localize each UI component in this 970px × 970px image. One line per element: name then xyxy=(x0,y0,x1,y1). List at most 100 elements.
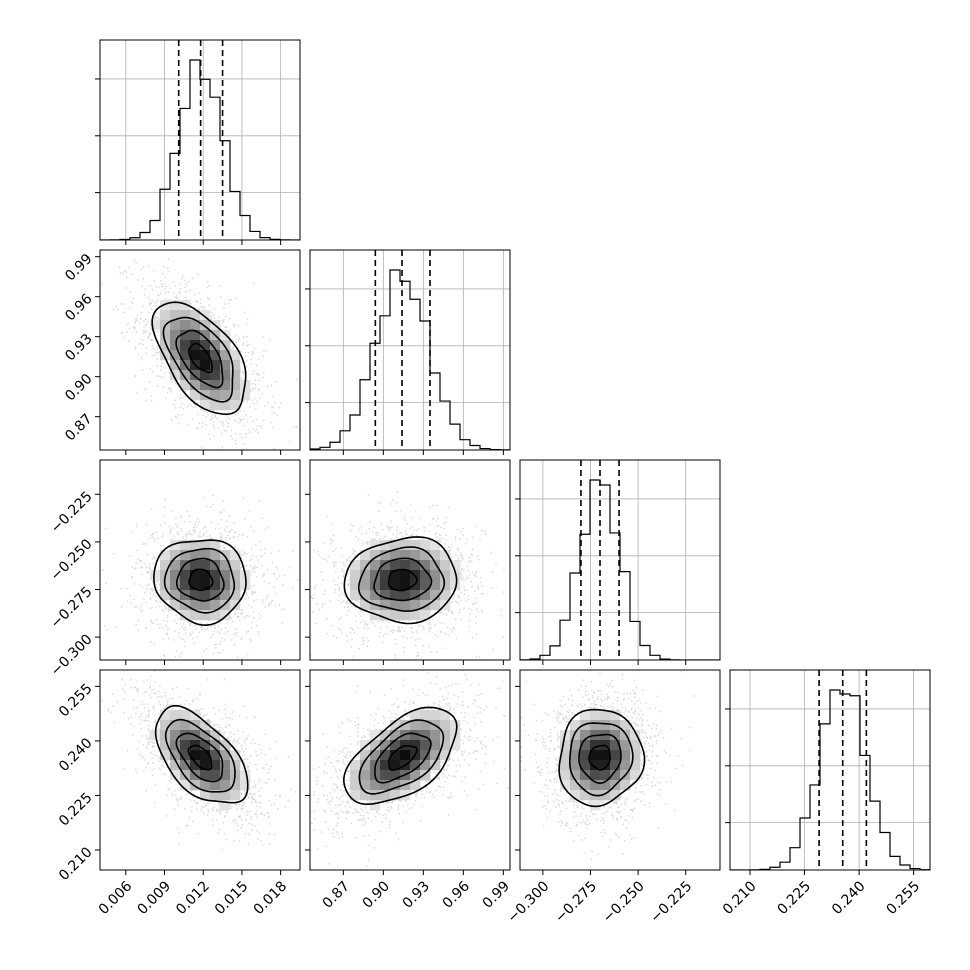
density-cell xyxy=(380,780,391,791)
density-cell xyxy=(200,760,211,771)
density-cell xyxy=(170,570,181,581)
density-cell xyxy=(400,580,411,591)
density-cell xyxy=(380,750,391,761)
density-cell xyxy=(210,400,221,411)
panel-3-2 xyxy=(515,669,721,875)
density-cell xyxy=(170,360,181,371)
density-cell xyxy=(160,740,171,751)
y-tick-label-1-1: 0.90 xyxy=(62,371,95,404)
density-cell xyxy=(160,310,171,321)
density-cell xyxy=(200,320,211,331)
density-cell xyxy=(580,780,591,791)
x-tick-label-0-2: 0.012 xyxy=(173,878,213,918)
y-tick-label-3-3: 0.255 xyxy=(56,681,96,721)
contour-3-0-3 xyxy=(154,704,249,804)
density-cell xyxy=(220,800,231,811)
density-cell xyxy=(350,790,361,801)
density-cell xyxy=(200,770,211,781)
density-cell xyxy=(390,540,401,551)
density-cell xyxy=(200,400,211,411)
density-cell xyxy=(430,730,441,741)
contour-1-0-2 xyxy=(162,316,234,403)
density-cell xyxy=(360,760,371,771)
density-cell xyxy=(450,740,461,751)
density-cell xyxy=(350,590,361,601)
density-cell xyxy=(190,590,201,601)
density-cell xyxy=(370,580,381,591)
density-cell xyxy=(170,590,181,601)
density-cell xyxy=(190,340,201,351)
density-cell xyxy=(440,560,451,571)
density-cell xyxy=(180,320,191,331)
scatter-points-3-2 xyxy=(520,671,695,860)
density-cell xyxy=(370,780,381,791)
density-cell xyxy=(200,780,211,791)
density-cell xyxy=(410,740,421,751)
density-cell xyxy=(360,770,371,781)
density-cell xyxy=(630,760,641,771)
density-cell xyxy=(410,550,421,561)
histogram-2 xyxy=(520,479,720,660)
density-cell xyxy=(430,760,441,771)
density-cell xyxy=(170,750,181,761)
density-cell xyxy=(440,590,451,601)
density-cell xyxy=(420,720,431,731)
density-cell xyxy=(580,770,591,781)
density-cell xyxy=(220,580,231,591)
density-cell xyxy=(180,730,191,741)
x-tick-label-0-4: 0.018 xyxy=(251,878,291,918)
density-cell xyxy=(190,550,201,561)
density-cell xyxy=(380,770,391,781)
contour-1-0-0 xyxy=(188,342,214,374)
panel-3-1 xyxy=(305,669,511,875)
panel-frame xyxy=(309,459,511,661)
y-tick-label-1-3: 0.96 xyxy=(62,291,95,324)
density-cell xyxy=(230,590,241,601)
density-cell xyxy=(180,380,191,391)
density-cell xyxy=(170,710,181,721)
density-cell xyxy=(160,750,171,761)
histogram-1 xyxy=(310,269,510,450)
density-cell xyxy=(400,560,411,571)
density-cell xyxy=(200,330,211,341)
density-cell xyxy=(430,600,441,611)
density-cell xyxy=(210,380,221,391)
x-tick-label-2-1: −0.275 xyxy=(552,878,600,926)
density-cell xyxy=(420,560,431,571)
density-cell xyxy=(220,340,231,351)
density-cell xyxy=(190,760,201,771)
y-tick-label-3-2: 0.240 xyxy=(56,735,96,775)
y-tick-label-2-2: −0.250 xyxy=(48,536,96,584)
density-cell xyxy=(390,750,401,761)
density-cell xyxy=(190,780,201,791)
density-cell xyxy=(190,540,201,551)
density-cell xyxy=(610,770,621,781)
contour-3-1-2 xyxy=(358,719,445,795)
density-cell xyxy=(160,560,171,571)
density-cell xyxy=(380,560,391,571)
density-cell xyxy=(180,720,191,731)
density-cell xyxy=(410,610,421,621)
density-cell xyxy=(180,350,191,361)
density-cell xyxy=(410,780,421,791)
density-cell xyxy=(410,540,421,551)
x-tick-label-1-2: 0.93 xyxy=(400,878,433,911)
density-cell xyxy=(450,570,461,581)
density-cell xyxy=(190,370,201,381)
density-cell xyxy=(240,770,251,781)
density-cell xyxy=(410,710,421,721)
density-cell xyxy=(600,770,611,781)
density-cell xyxy=(220,610,231,621)
density-cell xyxy=(380,600,391,611)
panel-frame xyxy=(99,39,301,241)
density-cell xyxy=(390,780,401,791)
contour-1-0-3 xyxy=(151,301,247,416)
density-cell xyxy=(190,390,201,401)
density-cell xyxy=(400,540,411,551)
density-cell xyxy=(430,740,441,751)
density-cell xyxy=(160,710,171,721)
density-cell xyxy=(610,710,621,721)
density-cell xyxy=(200,360,211,371)
density-cell xyxy=(410,590,421,601)
density-cell xyxy=(420,750,431,761)
